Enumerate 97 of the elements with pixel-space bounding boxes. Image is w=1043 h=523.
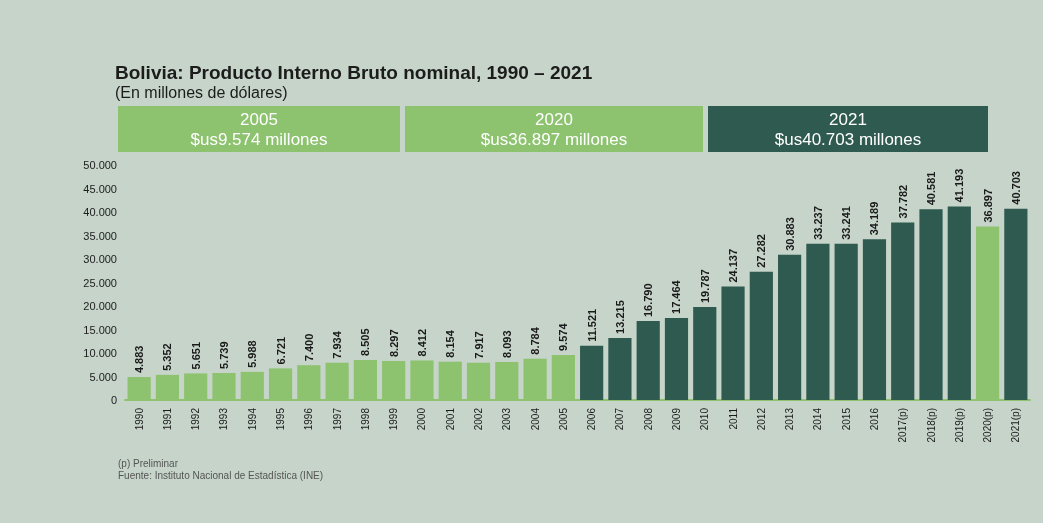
x-tick-label: 1993: [218, 407, 230, 431]
x-tick-label: 2016: [868, 407, 880, 431]
bar: [608, 337, 632, 400]
x-tick-label: 2006: [586, 407, 598, 431]
y-tick-label: 20.000: [83, 300, 117, 312]
bar: [806, 243, 830, 400]
bar: [636, 321, 660, 400]
source-note: Fuente: Instituto Nacional de Estadística (INE): [118, 469, 324, 481]
x-tick-label: 2003: [501, 407, 513, 431]
x-tick-label: 2018(p): [925, 408, 937, 443]
x-tick-label: 2019(p): [953, 408, 965, 443]
bar: [834, 243, 858, 400]
data-label: 5.739: [217, 341, 230, 370]
x-tick-label: 2015: [840, 407, 852, 431]
x-tick-label: 1998: [359, 407, 371, 431]
data-label: 30.883: [783, 217, 796, 251]
bar: [862, 239, 887, 400]
text: 2005 $us9.574 millones: [190, 109, 328, 149]
data-label: 6.721: [274, 336, 287, 365]
bar: [693, 307, 717, 400]
data-label: 5.651: [189, 341, 202, 370]
y-tick-label: 30.000: [83, 253, 117, 265]
x-tick-label: 1999: [388, 407, 400, 431]
data-label: 7.934: [331, 330, 344, 359]
chart-subtitle: (En millones de dólares): [115, 83, 288, 101]
data-label: 4.883: [133, 345, 146, 374]
bar: [919, 209, 943, 400]
data-label: 37.782: [896, 184, 909, 219]
data-label: 13.215: [613, 300, 626, 334]
x-tick-label: 1996: [303, 407, 315, 431]
y-tick-label: 40.000: [83, 206, 117, 218]
data-label: 8.784: [529, 326, 542, 355]
x-tick-label: 2007: [614, 407, 626, 431]
data-label: 11.521: [585, 308, 598, 342]
bar: [721, 286, 745, 400]
data-label: 41.193: [953, 168, 966, 203]
x-tick-label: 2002: [473, 407, 485, 431]
y-tick-label: 50.000: [83, 159, 117, 171]
data-label: 8.412: [415, 328, 428, 357]
data-label: 7.400: [302, 333, 315, 362]
x-tick-label: 1995: [275, 407, 287, 431]
bar: [947, 206, 971, 400]
bar: [891, 222, 915, 400]
x-tick-label: 2008: [642, 407, 654, 431]
data-label: 9.574: [557, 322, 570, 351]
data-label: 8.297: [387, 329, 400, 357]
data-label: 34.189: [868, 201, 881, 236]
bar: [778, 254, 802, 400]
data-label: 17.464: [670, 279, 683, 314]
y-tick-label: 45.000: [83, 182, 117, 195]
x-tick-label: 2014: [812, 407, 824, 431]
x-tick-label: 2020(p): [982, 408, 994, 443]
text: (p) Preliminar: [118, 457, 179, 469]
x-tick-label: 2000: [416, 407, 428, 431]
data-label: 19.787: [698, 269, 711, 303]
y-tick-label: 35.000: [83, 229, 117, 242]
data-label: 36.897: [981, 188, 994, 223]
x-tick-label: 1997: [331, 407, 343, 431]
x-tick-label: 2001: [444, 407, 456, 431]
data-label: 40.581: [925, 171, 938, 206]
bar: [580, 345, 604, 400]
data-label: 5.988: [246, 340, 259, 368]
text: 2020 $us36.897 millones: [480, 109, 628, 149]
data-label: 16.790: [642, 283, 655, 318]
y-tick-label: 5.000: [89, 370, 117, 383]
x-tick-label: 2012: [755, 407, 767, 431]
data-label: 33.241: [840, 206, 853, 240]
text: 2021 $us40.703 millones: [774, 109, 922, 149]
x-tick-label: 1990: [133, 407, 145, 431]
bar: [1004, 208, 1028, 400]
x-tick-label: 1994: [246, 407, 258, 431]
data-label: 8.505: [359, 328, 372, 357]
x-tick-label: 2009: [670, 407, 682, 431]
chart-title: Bolivia: Producto Interno Bruto nominal, 1990 – 2021: [115, 62, 593, 83]
x-tick-label: 2010: [699, 407, 711, 431]
data-label: 8.093: [500, 330, 513, 358]
x-tick-label: 2011: [727, 407, 739, 430]
data-label: 8.154: [444, 329, 457, 358]
x-tick-label: 1991: [161, 407, 173, 431]
x-tick-label: 2017(p): [897, 408, 909, 443]
y-tick-label: 10.000: [83, 347, 117, 359]
data-label: 7.917: [472, 331, 485, 359]
bar: [749, 271, 773, 400]
data-label: 27.282: [755, 234, 768, 268]
x-tick-label: 1992: [190, 407, 202, 431]
x-tick-label: 2005: [557, 407, 569, 431]
x-tick-label: 2004: [529, 407, 541, 431]
data-label: 33.237: [811, 206, 824, 240]
y-tick-label: 25.000: [83, 276, 117, 289]
y-tick-label: 0: [110, 394, 117, 406]
y-tick-label: 15.000: [83, 323, 117, 336]
bar: [664, 317, 689, 400]
x-tick-label: 2013: [784, 407, 796, 431]
data-label: 5.352: [161, 343, 174, 371]
data-label: 24.137: [727, 248, 740, 283]
x-tick-label: 2021(p): [1010, 408, 1022, 443]
data-label: 40.703: [1009, 171, 1022, 205]
